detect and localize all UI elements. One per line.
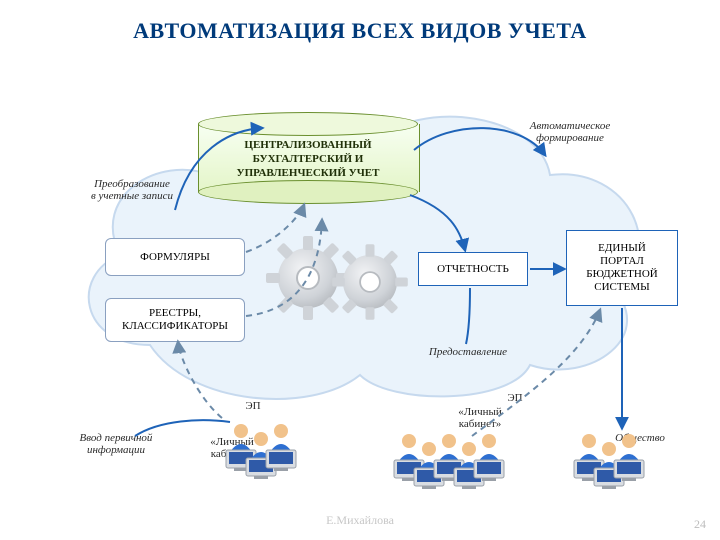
cyl-bottom — [198, 180, 418, 204]
label-autoform: Автоматическоеформирование — [500, 120, 640, 144]
cyl-top — [198, 112, 418, 136]
slide-number: 24 — [694, 517, 706, 532]
label-ep1: ЭП — [238, 400, 268, 412]
box-reports: ОТЧЕТНОСТЬ — [418, 252, 528, 286]
label-transform: Преобразованиев учетные записи — [72, 178, 192, 202]
gear-right — [332, 244, 408, 320]
gears-icon — [260, 222, 420, 332]
user-group-2 — [388, 432, 518, 502]
watermark: Е.Михайлова — [0, 513, 720, 528]
label-provide: Предоставление — [408, 346, 528, 358]
box-portal: ЕДИНЫЙПОРТАЛБЮДЖЕТНОЙСИСТЕМЫ — [566, 230, 678, 306]
user-group-3 — [568, 432, 658, 502]
diagram-stage: АВТОМАТИЗАЦИЯ ВСЕХ ВИДОВ УЧЕТА ЦЕНТРАЛИЗ… — [0, 0, 720, 540]
user-group-1 — [220, 422, 310, 492]
box-registries: РЕЕСТРЫ,КЛАССИФИКАТОРЫ — [105, 298, 245, 342]
page-title: АВТОМАТИЗАЦИЯ ВСЕХ ВИДОВ УЧЕТА — [0, 18, 720, 44]
user-icon — [608, 432, 650, 482]
label-lk2: «Личныйкабинет» — [440, 406, 520, 430]
label-ep2: ЭП — [500, 392, 530, 404]
box-forms: ФОРМУЛЯРЫ — [105, 238, 245, 276]
user-icon — [260, 422, 302, 472]
user-icon — [468, 432, 510, 482]
label-input: Ввод первичнойинформации — [56, 432, 176, 456]
cyl-label: ЦЕНТРАЛИЗОВАННЫЙБУХГАЛТЕРСКИЙ ИУПРАВЛЕНЧ… — [198, 138, 418, 180]
db-cylinder: ЦЕНТРАЛИЗОВАННЫЙБУХГАЛТЕРСКИЙ ИУПРАВЛЕНЧ… — [198, 112, 418, 204]
